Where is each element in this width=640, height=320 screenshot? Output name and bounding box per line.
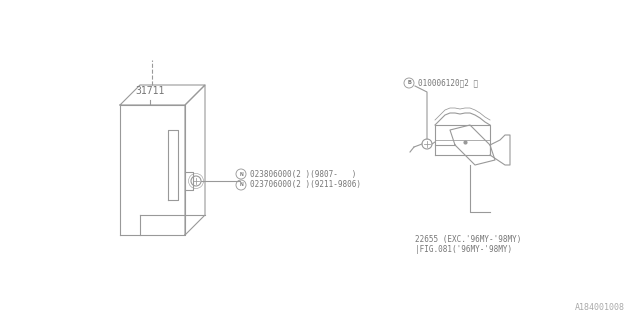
Text: 023706000(2 )(9211-9806): 023706000(2 )(9211-9806): [250, 180, 361, 189]
Text: N: N: [239, 182, 243, 188]
Text: 010006120（2 ）: 010006120（2 ）: [418, 78, 478, 87]
Text: B: B: [407, 81, 411, 85]
Text: 023806000(2 )(9807-   ): 023806000(2 )(9807- ): [250, 170, 356, 179]
Text: 31711: 31711: [135, 86, 164, 96]
Text: 22655 (EXC.'96MY-'98MY)
|FIG.081('96MY-'98MY): 22655 (EXC.'96MY-'98MY) |FIG.081('96MY-'…: [415, 235, 522, 254]
Text: N: N: [239, 172, 243, 177]
Text: A184001008: A184001008: [575, 303, 625, 312]
